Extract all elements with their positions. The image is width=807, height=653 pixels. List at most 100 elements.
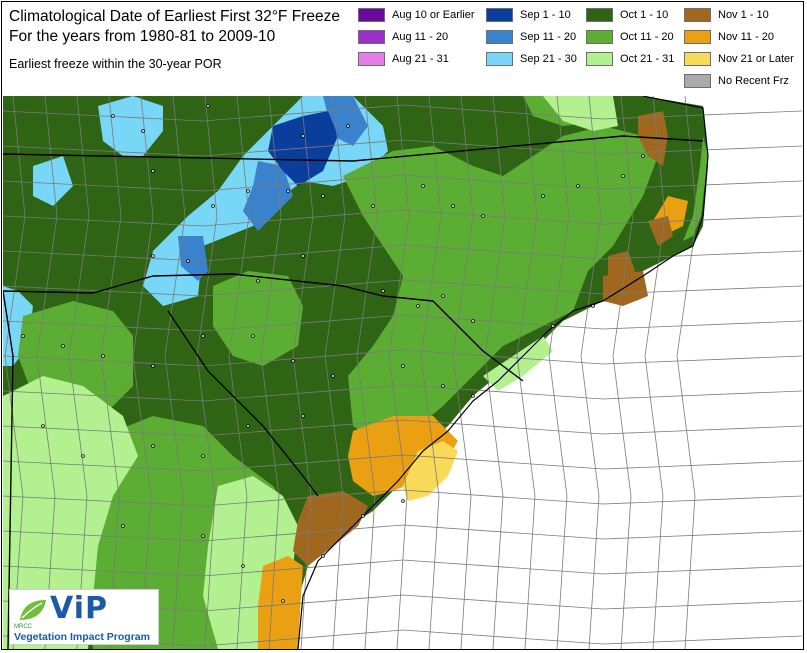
zone-nov-1-10 (293, 491, 368, 566)
station-dot (591, 304, 595, 308)
legend-label: Aug 21 - 31 (392, 53, 449, 65)
legend-swatch (486, 52, 513, 66)
station-dot (321, 194, 325, 198)
station-dot (441, 384, 445, 388)
station-dot (186, 259, 190, 263)
legend-swatch (684, 74, 711, 88)
station-markers (21, 104, 645, 603)
station-dot (151, 364, 155, 368)
station-dot (321, 554, 325, 558)
freeze-map (3, 96, 802, 649)
station-dot (141, 129, 145, 133)
legend-swatch (684, 52, 711, 66)
station-dot (641, 154, 645, 158)
county-line (100, 96, 122, 649)
station-dot (441, 294, 445, 298)
map-canvas (3, 96, 802, 649)
station-dot (111, 114, 115, 118)
station-dot (331, 374, 335, 378)
zone-oct-21-31 (543, 96, 618, 131)
map-title: Climatological Date of Earliest First 32… (9, 8, 340, 25)
county-line (388, 96, 410, 649)
legend-label: Oct 1 - 10 (620, 9, 669, 21)
station-dot (256, 279, 260, 283)
zone-sep-21-30 (98, 96, 163, 156)
station-dot (361, 514, 365, 518)
station-dot (151, 444, 155, 448)
legend-item: Sep 11 - 20 (486, 30, 576, 44)
county-line (420, 96, 442, 649)
coastline (297, 96, 709, 649)
county-line (68, 96, 90, 649)
station-dot (621, 174, 625, 178)
legend-item: No Recent Frz (684, 74, 789, 88)
county-line (3, 419, 802, 437)
station-dot (121, 524, 125, 528)
station-dot (201, 454, 205, 458)
state-boundary-ga-sc (167, 310, 319, 497)
vip-logo: ViP MRCC Vegetation Impact Program (9, 589, 159, 645)
station-dot (551, 324, 555, 328)
state-boundaries (3, 96, 709, 649)
zone-sep-11-20 (243, 161, 293, 231)
legend-item: Oct 11 - 20 (586, 30, 674, 44)
logo-wordmark: ViP (50, 591, 108, 626)
station-dot (301, 134, 305, 138)
station-dot (301, 414, 305, 418)
legend-label: Nov 11 - 20 (718, 31, 775, 43)
county-line (3, 244, 802, 262)
legend-item: Oct 1 - 10 (586, 8, 668, 22)
county-line (676, 96, 698, 649)
station-dot (416, 304, 420, 308)
zone-nov-11-20 (348, 416, 458, 496)
station-dot (471, 319, 475, 323)
logo-program: Vegetation Impact Program (14, 631, 150, 643)
station-dot (371, 204, 375, 208)
county-line (3, 279, 802, 297)
legend-item: Nov 11 - 20 (684, 30, 774, 44)
county-line (644, 96, 666, 649)
station-dot (151, 169, 155, 173)
zone-sep-11-20 (178, 236, 208, 281)
legend-swatch (486, 8, 513, 22)
station-dot (401, 364, 405, 368)
station-dot (41, 424, 45, 428)
county-line (3, 104, 802, 122)
station-dot (206, 104, 210, 108)
county-line (164, 96, 186, 649)
state-boundary-va-nc (3, 135, 704, 162)
station-dot (471, 394, 475, 398)
station-dot (241, 564, 245, 568)
legend-swatch (586, 30, 613, 44)
legend-item: Aug 10 or Earlier (358, 8, 475, 22)
station-dot (281, 599, 285, 603)
county-line (516, 96, 538, 649)
zone-nov-11-20 (258, 556, 303, 649)
station-dot (301, 254, 305, 258)
station-dot (81, 454, 85, 458)
station-dot (61, 344, 65, 348)
zone-oct-11-20 (433, 286, 503, 366)
station-dot (346, 124, 350, 128)
station-dot (151, 254, 155, 258)
legend-label: Sep 21 - 30 (520, 53, 577, 65)
legend-label: Nov 1 - 10 (718, 9, 769, 21)
legend-label: Sep 1 - 10 (520, 9, 571, 21)
legend-swatch (358, 52, 385, 66)
state-boundary-tn-ga (3, 290, 14, 649)
station-dot (401, 499, 405, 503)
leaf-icon (20, 600, 46, 620)
legend-swatch (486, 30, 513, 44)
legend-label: Aug 10 or Earlier (392, 9, 475, 21)
station-dot (211, 204, 215, 208)
logo-org: MRCC (14, 624, 32, 630)
zone-sep-21-30 (33, 156, 73, 206)
county-line (3, 139, 802, 157)
map-period: For the years from 1980-81 to 2009-10 (9, 28, 276, 45)
legend-swatch (358, 8, 385, 22)
county-line (3, 489, 802, 507)
county-line (3, 209, 802, 227)
station-dot (251, 334, 255, 338)
zone-oct-21-31 (3, 376, 138, 649)
zone-oct-11-20 (343, 126, 658, 446)
